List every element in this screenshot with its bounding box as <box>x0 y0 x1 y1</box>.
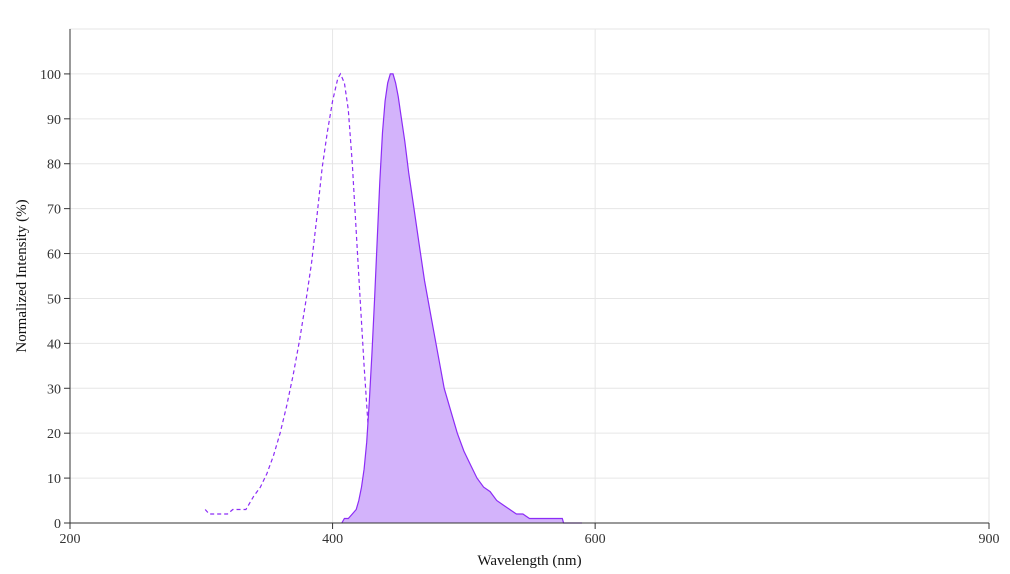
y-tick-label: 60 <box>47 248 61 263</box>
grid <box>69 28 990 524</box>
y-tick-label: 90 <box>47 113 61 128</box>
y-tick-label: 70 <box>47 203 61 218</box>
x-tick-label: 200 <box>60 532 81 547</box>
y-tick-label: 0 <box>54 517 61 532</box>
y-tick-label: 20 <box>47 427 61 442</box>
excitation-series-line <box>204 72 385 515</box>
x-axis-title: Wavelength (nm) <box>477 553 581 569</box>
axes <box>69 29 989 524</box>
x-tick-label: 600 <box>585 532 606 547</box>
x-tick-label: 400 <box>322 532 343 547</box>
y-tick-label: 80 <box>47 158 61 173</box>
y-tick-label: 100 <box>40 68 61 83</box>
x-tick-label: 900 <box>979 532 1000 547</box>
plot-frame <box>69 28 990 524</box>
y-tick-label: 10 <box>47 472 61 487</box>
y-ticks: 0 10 20 30 40 50 60 70 80 90 100 <box>40 68 70 532</box>
series-group <box>204 72 582 524</box>
y-tick-label: 30 <box>47 382 61 397</box>
x-ticks: 200 400 600 900 <box>60 523 1000 547</box>
y-tick-label: 50 <box>47 292 61 307</box>
y-axis-title: Normalized Intensity (%) <box>14 199 30 352</box>
emission-area-fill <box>341 73 582 524</box>
emission-series-line <box>341 73 582 524</box>
y-tick-label: 40 <box>47 337 61 352</box>
